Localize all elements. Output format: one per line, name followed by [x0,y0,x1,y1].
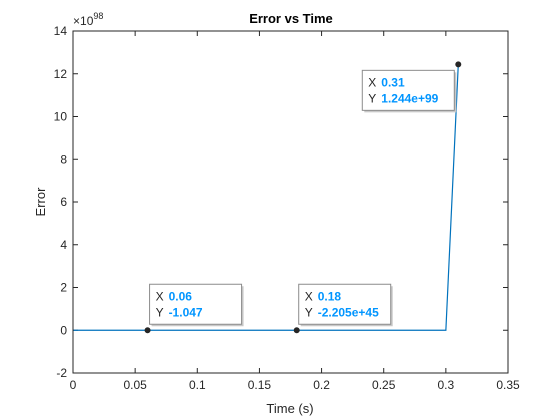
x-axis: 0 0.05 0.1 0.15 0.2 0.25 0.3 0.35 [70,31,520,392]
datatip-y-value: -1.047 [169,305,203,319]
svg-text:×1098: ×1098 [73,11,103,28]
datatips-layer: X 0.06 Y -1.047 X 0.18 Y -2.205e+45 X 0.31 Y 1.244e… [144,61,462,334]
x-axis-label: Time (s) [266,401,313,416]
y-tick-label: 6 [60,195,67,209]
datatip-x-value: 0.06 [169,289,193,303]
x-tick-label: 0.2 [313,378,330,392]
datatip: X 0.18 Y -2.205e+45 [293,283,393,334]
datatip-box [298,283,392,325]
datatip-y-key: Y [368,91,376,105]
datatip-marker [293,327,300,334]
y-exponent-power: 98 [93,11,103,21]
y-tick-label: 14 [54,24,68,38]
datatip-y-value: 1.244e+99 [381,91,438,105]
y-tick-label: 2 [60,281,67,295]
x-tick-label: 0.35 [496,378,520,392]
y-exponent-label: ×1098 [73,11,103,28]
x-tick-label: 0.3 [438,378,455,392]
datatip-y-value: -2.205e+45 [318,305,379,319]
x-tick-label: 0.1 [189,378,206,392]
y-axis: -2 0 2 4 6 8 10 12 14 [54,24,508,380]
datatip-box [361,69,455,111]
y-tick-label: 0 [60,323,67,337]
datatip-x-value: 0.18 [318,289,342,303]
y-tick-label: 4 [60,238,67,252]
x-tick-label: 0.05 [123,378,147,392]
x-tick-label: 0 [70,378,77,392]
datatip-marker [144,327,151,334]
datatip-marker [455,61,462,68]
datatip-x-value: 0.31 [381,75,405,89]
chart-title: Error vs Time [249,11,333,26]
datatip-y-key: Y [305,305,313,319]
x-tick-label: 0.25 [372,378,396,392]
datatip-x-key: X [368,75,376,89]
datatip-box [149,283,243,325]
y-tick-label: 12 [54,67,68,81]
y-tick-label: -2 [56,366,67,380]
datatip: X 0.31 Y 1.244e+99 [361,61,462,113]
x-tick-label: 0.15 [248,378,272,392]
y-tick-label: 8 [60,152,67,166]
datatip: X 0.06 Y -1.047 [144,283,244,334]
y-exponent-base: 10 [80,14,94,28]
datatip-y-key: Y [156,305,164,319]
y-tick-label: 10 [54,110,68,124]
datatip-x-key: X [305,289,313,303]
axes-box [72,30,509,374]
y-axis-label: Error [33,187,48,217]
datatip-x-key: X [156,289,164,303]
